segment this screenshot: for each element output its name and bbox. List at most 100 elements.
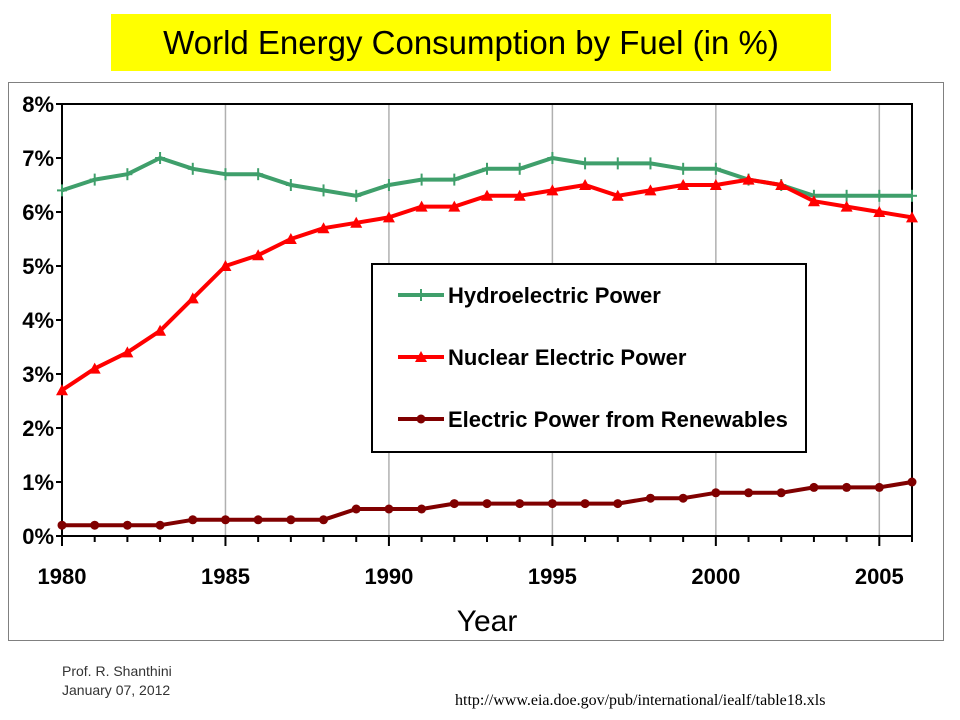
data-point	[187, 162, 198, 175]
data-point	[220, 168, 231, 181]
data-point	[417, 504, 427, 514]
x-tick-label: 1990	[364, 564, 413, 589]
legend-marker	[416, 414, 426, 424]
data-point	[841, 189, 852, 202]
data-point	[842, 482, 852, 492]
data-point	[874, 189, 885, 202]
data-point	[809, 482, 819, 492]
legend: Hydroelectric Power Nuclear Electric Powe…	[371, 263, 807, 453]
x-tick-label: 1985	[201, 564, 250, 589]
y-tick-label: 5%	[22, 254, 54, 279]
data-point	[57, 520, 67, 530]
y-tick-label: 6%	[22, 200, 54, 225]
legend-marker	[415, 351, 427, 362]
data-point	[906, 211, 918, 223]
data-point	[482, 499, 492, 509]
y-tick-label: 4%	[22, 308, 54, 333]
legend-item: Nuclear Electric Power	[398, 345, 687, 370]
data-point	[186, 292, 199, 304]
legend-item: Electric Power from Renewables	[398, 407, 788, 432]
data-point	[122, 168, 133, 181]
y-tick-label: 1%	[22, 470, 54, 495]
data-point	[579, 179, 592, 190]
source-link[interactable]: http://www.eia.doe.gov/pub/international…	[455, 692, 826, 709]
data-point	[513, 189, 526, 201]
data-point	[56, 384, 68, 396]
data-point	[711, 488, 721, 498]
data-point	[57, 184, 67, 197]
data-point	[547, 152, 558, 164]
data-point	[219, 260, 232, 271]
author-name: Prof. R. Shanthini	[62, 663, 172, 679]
data-point	[155, 520, 165, 530]
data-point	[154, 324, 167, 336]
data-point	[351, 189, 362, 202]
data-point	[449, 173, 460, 186]
data-point	[645, 157, 656, 170]
data-point	[89, 173, 100, 186]
y-tick-label: 7%	[22, 146, 54, 171]
data-point	[252, 249, 265, 261]
data-point	[415, 200, 428, 212]
data-point	[677, 179, 690, 190]
data-point	[611, 189, 624, 201]
presentation-date: January 07, 2012	[62, 682, 171, 698]
x-axis: 1980 1985 1990 1995 2000 2005	[38, 536, 913, 589]
legend-item: Hydroelectric Power	[398, 283, 661, 308]
data-point	[515, 499, 525, 509]
data-point	[481, 189, 493, 201]
data-point	[449, 499, 459, 509]
x-tick-label: 1980	[38, 564, 87, 589]
data-point	[448, 200, 461, 212]
data-point	[873, 206, 886, 217]
data-point	[547, 499, 557, 509]
legend-label: Electric Power from Renewables	[448, 407, 788, 432]
data-point	[482, 162, 492, 175]
legend-label: Hydroelectric Power	[448, 283, 661, 308]
series-1	[56, 173, 918, 396]
x-axis-title: Year	[457, 605, 518, 638]
x-tick-label: 1995	[528, 564, 577, 589]
data-point	[285, 179, 296, 191]
legend-label: Nuclear Electric Power	[448, 345, 687, 370]
x-tick-label: 2000	[691, 564, 740, 589]
data-point	[319, 515, 329, 525]
data-point	[613, 499, 623, 509]
data-point	[807, 195, 820, 207]
data-point	[709, 179, 722, 190]
data-point	[121, 346, 134, 358]
data-point	[155, 152, 166, 164]
data-point	[416, 173, 427, 186]
y-tick-label: 2%	[22, 416, 54, 441]
data-point	[678, 493, 688, 503]
y-tick-label: 3%	[22, 362, 54, 387]
data-point	[580, 499, 590, 509]
data-point	[612, 157, 623, 170]
y-tick-label: 8%	[22, 92, 54, 117]
data-point	[678, 162, 689, 175]
data-point	[776, 488, 786, 498]
y-tick-label: 0%	[22, 524, 54, 549]
data-point	[317, 222, 330, 234]
data-point	[840, 200, 853, 212]
data-point	[907, 189, 917, 202]
footer-author-block: Prof. R. Shanthini January 07, 2012	[62, 662, 172, 700]
chart-title: World Energy Consumption by Fuel (in %)	[163, 23, 779, 61]
data-point	[351, 504, 361, 514]
x-tick-label: 2005	[855, 564, 904, 589]
data-point	[907, 477, 917, 487]
data-point	[384, 504, 394, 514]
data-point	[644, 184, 657, 196]
data-point	[383, 179, 394, 191]
data-point	[546, 184, 559, 196]
data-point	[580, 157, 591, 170]
data-point	[88, 362, 101, 374]
data-point	[645, 493, 655, 503]
data-point	[253, 168, 264, 181]
legend-box	[371, 263, 807, 453]
data-point	[382, 211, 395, 223]
data-point	[318, 184, 329, 197]
data-point	[744, 488, 754, 498]
data-point	[284, 233, 297, 244]
chart-frame	[8, 82, 944, 641]
